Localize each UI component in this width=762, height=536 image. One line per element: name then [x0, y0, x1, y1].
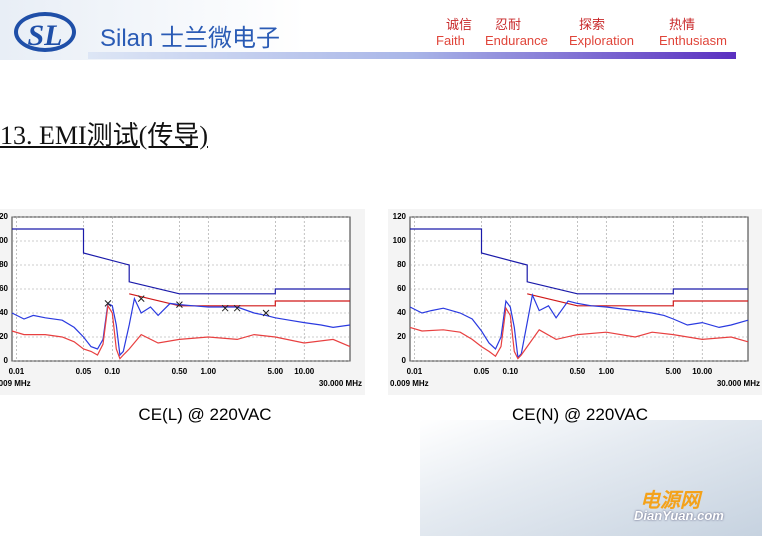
y-tick-label: 0 — [4, 356, 9, 365]
chart: 0 20 40 60 80 100 120 0.01 0.05 0.10 0.50 1.00 5.00 1… — [0, 209, 365, 395]
x-start-label: 0.009 MHz — [0, 379, 31, 388]
peak-marker — [262, 309, 270, 317]
peak-marker — [233, 304, 241, 312]
y-tick-label: 40 — [0, 308, 9, 317]
y-tick-label: 80 — [0, 260, 9, 269]
trace — [527, 293, 748, 307]
x-tick-label: 0.05 — [76, 367, 92, 376]
value-en: Endurance — [485, 33, 548, 48]
y-tick-label: 60 — [0, 284, 9, 293]
x-tick-label: 0.05 — [474, 367, 490, 376]
x-tick-label: 0.10 — [503, 367, 519, 376]
trace — [410, 228, 748, 295]
watermark-en: DianYuan.com — [634, 508, 724, 523]
x-tick-label: 0.10 — [105, 367, 121, 376]
watermark-zh: 电源网 — [640, 490, 700, 512]
header-bg — [0, 0, 762, 60]
value-zh: 探索 — [579, 17, 606, 32]
y-tick-label: 120 — [0, 212, 9, 221]
company-name: Silan 士兰微电子 — [100, 25, 281, 52]
peak-marker — [221, 304, 229, 312]
x-tick-label: 5.00 — [268, 367, 284, 376]
x-end-label: 30.000 MHz — [717, 379, 760, 388]
x-tick-label: 0.50 — [172, 367, 188, 376]
x-tick-label: 1.00 — [598, 367, 614, 376]
logo: SL — [14, 12, 76, 52]
chart: 0 20 40 60 80 100 120 0.01 0.05 0.10 0.50 1.00 5.00 1… — [388, 209, 762, 395]
trace — [129, 293, 350, 307]
header-bar — [88, 52, 736, 59]
peak-marker — [104, 300, 112, 307]
value-en: Enthusiasm — [659, 33, 727, 48]
y-tick-label: 0 — [402, 356, 407, 365]
caption: CE(N) @ 220VAC — [512, 405, 648, 424]
x-tick-label: 1.00 — [200, 367, 216, 376]
value-zh: 热情 — [669, 17, 696, 32]
background-photo — [420, 420, 762, 536]
x-start-label: 0.009 MHz — [390, 379, 429, 388]
value-zh: 忍耐 — [495, 17, 522, 32]
y-tick-label: 120 — [393, 212, 407, 221]
x-tick-label: 0.01 — [407, 367, 423, 376]
x-tick-label: 10.00 — [692, 367, 713, 376]
caption: CE(L) @ 220VAC — [138, 405, 272, 424]
y-tick-label: 20 — [397, 332, 406, 341]
trace — [11, 304, 351, 360]
x-end-label: 30.000 MHz — [319, 379, 362, 388]
y-tick-label: 20 — [0, 332, 9, 341]
trace — [11, 296, 351, 357]
x-tick-label: 0.50 — [570, 367, 586, 376]
x-tick-label: 0.01 — [9, 367, 25, 376]
slide-title: 13. EMI测试(传导) — [0, 121, 208, 150]
trace — [12, 228, 350, 295]
value-en: Faith — [436, 33, 465, 48]
value-zh: 诚信 — [446, 17, 473, 32]
x-tick-label: 5.00 — [666, 367, 682, 376]
peak-marker — [176, 301, 183, 308]
trace — [409, 292, 749, 359]
y-tick-label: 100 — [393, 236, 407, 245]
peak-marker — [137, 295, 145, 302]
y-tick-label: 80 — [397, 260, 406, 269]
y-tick-label: 100 — [0, 236, 9, 245]
x-tick-label: 10.00 — [294, 367, 315, 376]
y-tick-label: 40 — [397, 308, 406, 317]
y-tick-label: 60 — [397, 284, 406, 293]
value-en: Exploration — [569, 33, 635, 48]
trace — [409, 306, 749, 360]
